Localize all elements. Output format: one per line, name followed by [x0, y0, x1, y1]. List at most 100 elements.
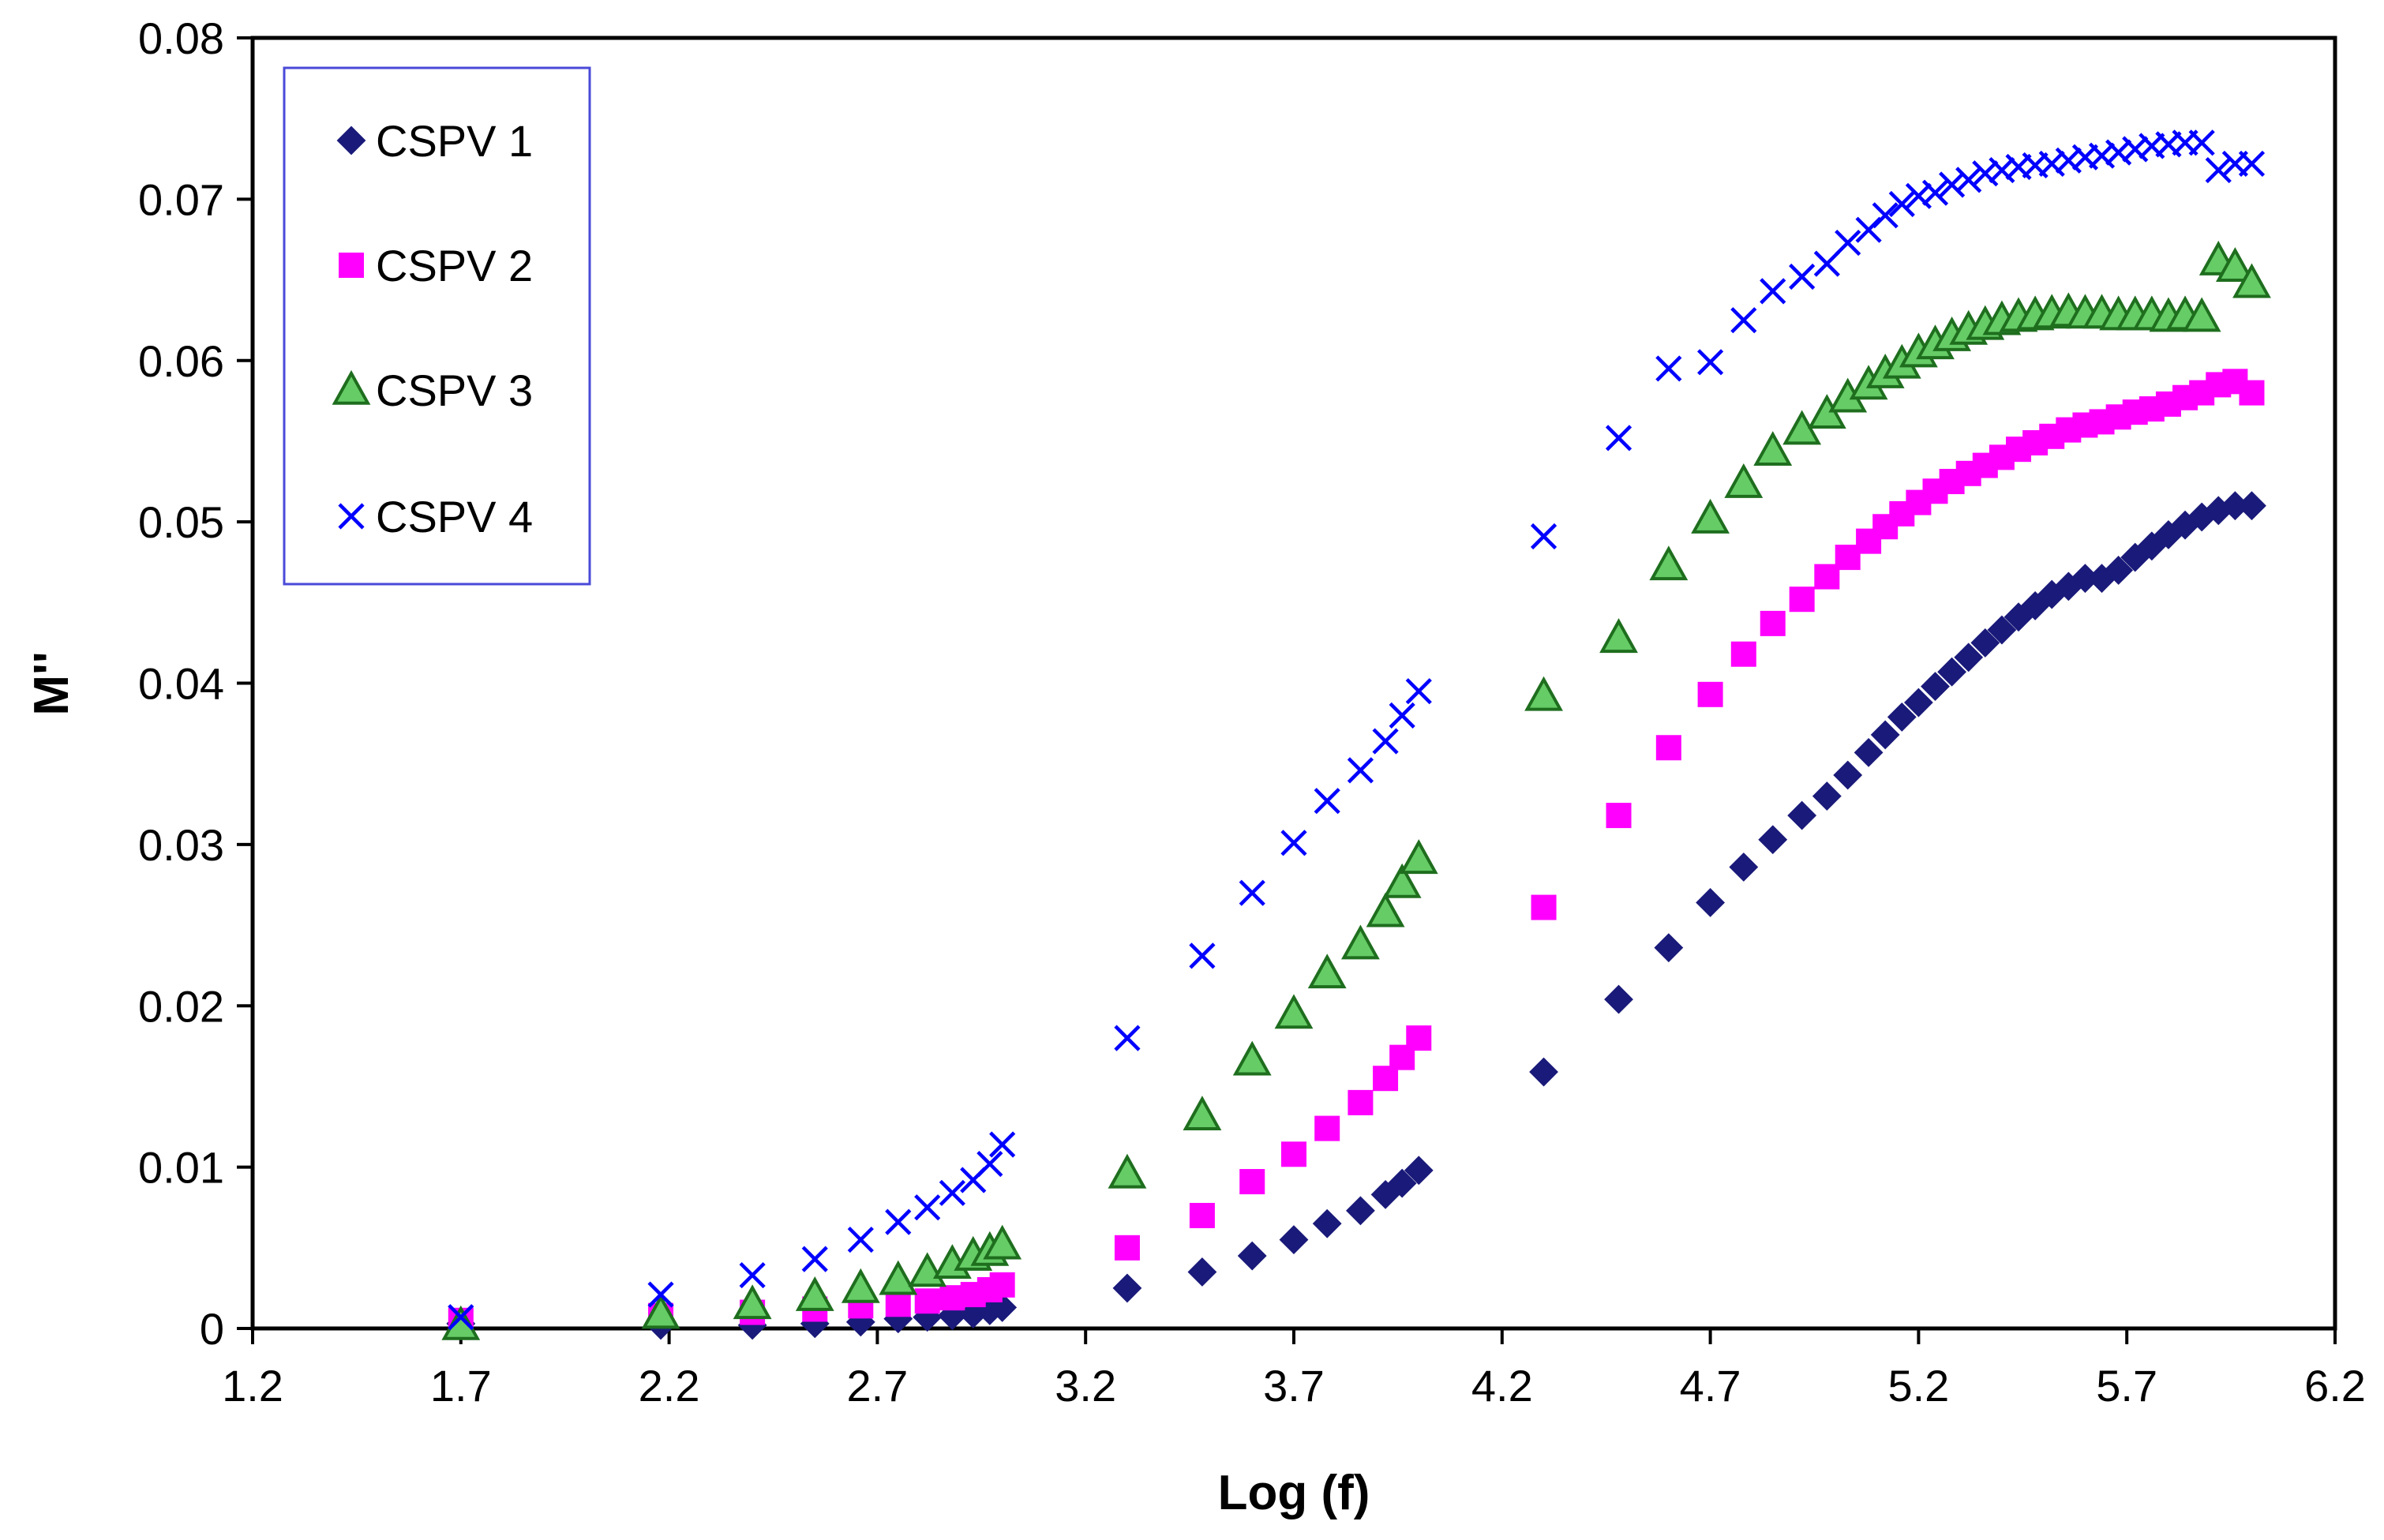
data-point: [1970, 628, 2000, 658]
data-point: [1524, 676, 1563, 711]
data-point: [1529, 1057, 1558, 1087]
data-point: [1606, 803, 1632, 829]
data-point: [1697, 681, 1723, 707]
data-point: [1730, 307, 1757, 334]
y-tick-label: 0.01: [138, 1143, 224, 1193]
data-point: [1649, 545, 1689, 581]
data-point: [1237, 1241, 1267, 1271]
data-point: [1531, 894, 1557, 920]
x-axis: 1.2 1.7 2.2 2.7 3.2 3.7 4.2 4.7 5.2 5.7 6.2: [222, 1328, 2366, 1411]
data-point: [1730, 641, 1756, 667]
data-point: [847, 1226, 874, 1253]
y-tick-label: 0: [200, 1304, 224, 1354]
data-point: [1760, 278, 1786, 305]
data-point: [1366, 892, 1405, 927]
y-tick-label: 0.07: [138, 174, 224, 224]
legend-marker: [339, 253, 364, 278]
data-point: [989, 1272, 1015, 1298]
data-point: [1279, 1225, 1309, 1255]
x-tick-label: 5.2: [1887, 1361, 1949, 1411]
data-point: [1307, 954, 1347, 989]
data-point: [1187, 1257, 1217, 1287]
data-point: [448, 1304, 474, 1331]
data-point: [1112, 1273, 1142, 1303]
data-point: [983, 1224, 1022, 1260]
data-point: [1854, 737, 1884, 767]
data-point: [1114, 1235, 1140, 1261]
data-point: [1789, 263, 1816, 290]
data-point: [1835, 229, 1861, 257]
legend-label: CSPV 2: [376, 241, 533, 290]
data-point: [1189, 1202, 1215, 1228]
data-point: [733, 1284, 772, 1320]
data-point: [1232, 1040, 1272, 1076]
data-point: [976, 1150, 1003, 1178]
data-point: [1813, 250, 1840, 277]
data-point: [2232, 263, 2271, 298]
data-point: [1654, 933, 1684, 963]
data-point: [1887, 703, 1917, 732]
data-point: [1314, 788, 1340, 815]
data-point: [1729, 852, 1759, 882]
data-point: [739, 1261, 766, 1289]
data-point: [1903, 688, 1933, 718]
data-point: [1724, 463, 1764, 498]
data-point: [1921, 179, 1949, 206]
data-point: [989, 1131, 1016, 1158]
data-point: [1382, 863, 1422, 898]
data-point: [1955, 167, 1982, 193]
data-point: [1888, 190, 1915, 218]
x-tick-label: 1.7: [430, 1361, 492, 1411]
data-point: [1789, 586, 1815, 613]
data-point: [1870, 720, 1900, 750]
data-point: [1405, 678, 1432, 705]
x-axis-title: Log (f): [1218, 1466, 1370, 1520]
data-point: [1833, 760, 1863, 790]
data-point: [1239, 879, 1265, 906]
plot-area: [250, 36, 2337, 1331]
series-1: [446, 491, 2266, 1340]
data-point: [1691, 498, 1730, 534]
data-point: [914, 1288, 940, 1314]
data-point: [1348, 1089, 1374, 1115]
series-2: [448, 369, 2265, 1333]
legend-label: CSPV 3: [376, 365, 533, 415]
x-tick-label: 3.7: [1263, 1361, 1325, 1411]
series-layer: [441, 129, 2271, 1340]
x-tick-label: 6.2: [2304, 1361, 2366, 1411]
data-point: [885, 1208, 912, 1235]
x-tick-label: 5.7: [2096, 1361, 2157, 1411]
data-point: [1787, 800, 1817, 830]
x-tick-label: 4.7: [1680, 1361, 1741, 1411]
data-point: [1114, 1025, 1141, 1051]
data-point: [1530, 523, 1557, 550]
data-point: [1314, 1115, 1340, 1141]
y-tick-label: 0.03: [138, 820, 224, 870]
data-point: [939, 1179, 965, 1206]
data-point: [2238, 150, 2266, 178]
data-point: [2215, 247, 2255, 283]
data-point: [885, 1291, 911, 1317]
data-point: [1604, 984, 1633, 1014]
x-tick-label: 3.2: [1055, 1361, 1116, 1411]
data-point: [1387, 1168, 1417, 1198]
data-point: [1872, 202, 1899, 229]
x-tick-label: 4.2: [1471, 1361, 1533, 1411]
data-point: [641, 1294, 680, 1329]
legend-label: CSPV 1: [376, 116, 533, 166]
legend-marker: [338, 503, 365, 530]
data-point: [1753, 431, 1793, 466]
series-3: [441, 240, 2271, 1340]
data-point: [2188, 129, 2215, 156]
data-point: [879, 1260, 918, 1295]
data-point: [1697, 349, 1724, 376]
data-point: [1921, 672, 1950, 702]
data-point: [1399, 839, 1438, 875]
legend-label: CSPV 4: [376, 492, 533, 541]
data-point: [1341, 924, 1380, 960]
data-point: [1605, 425, 1632, 452]
x-tick-label: 2.2: [639, 1361, 700, 1411]
y-tick-label: 0.08: [138, 13, 224, 63]
data-point: [2104, 556, 2134, 585]
